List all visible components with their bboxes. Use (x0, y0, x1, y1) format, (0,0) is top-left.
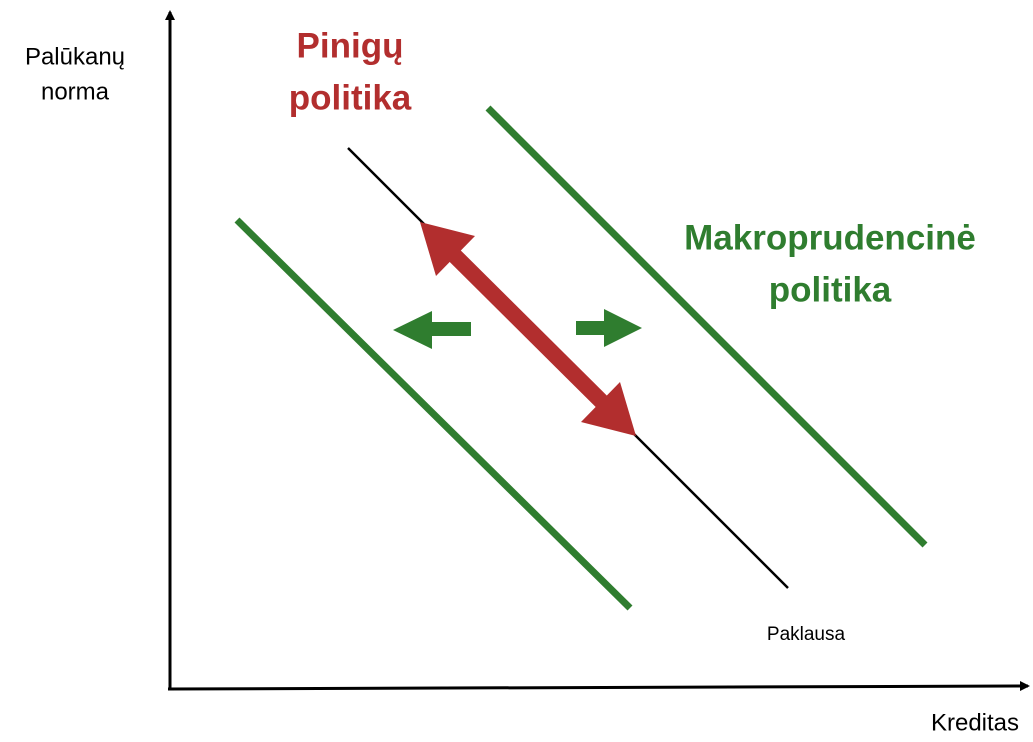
supply-curve-right (485, 105, 928, 548)
macroprudential-label: politika (769, 270, 892, 309)
macroprudential-label: Makroprudencinė (684, 218, 976, 257)
demand-label: Paklausa (767, 624, 846, 645)
monetary-policy-label: Pinigų (297, 26, 404, 65)
supply-curve-left (234, 217, 633, 611)
shift-left-arrow (393, 311, 471, 349)
x-axis-label: Kreditas (931, 709, 1019, 736)
x-axis (167, 681, 1030, 692)
double-arrow (420, 222, 636, 436)
monetary-policy-label: politika (289, 78, 412, 117)
y-axis-label: Palūkanų (25, 43, 125, 70)
y-axis-label: norma (41, 78, 110, 105)
shift-right-arrow (576, 309, 642, 347)
